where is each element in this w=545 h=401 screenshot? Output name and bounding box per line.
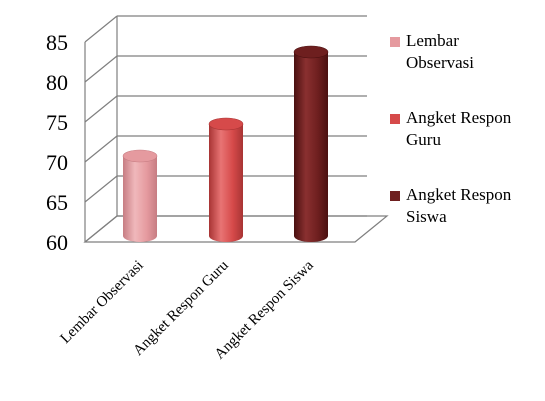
bar-body — [123, 156, 157, 242]
bar-2 — [208, 117, 244, 242]
x-tick-label: Lembar Observasi — [57, 258, 146, 347]
x-tick-label: Angket Respon Siswa — [212, 257, 317, 362]
bar-body — [209, 124, 243, 242]
bar-top — [293, 45, 329, 59]
y-tick-label: 70 — [46, 150, 68, 175]
floor — [83, 215, 389, 243]
side-gridline — [84, 175, 118, 203]
legend-label: Observasi — [406, 53, 474, 72]
bar-top — [208, 117, 244, 131]
legend-swatch — [390, 37, 400, 47]
legend-item-3: Angket Respon Siswa — [390, 185, 512, 226]
legend-label: Siswa — [406, 207, 447, 226]
bar-body — [294, 52, 328, 242]
legend-label: Lembar — [406, 31, 459, 50]
legend-label: Angket Respon — [406, 185, 512, 204]
side-gridline — [84, 95, 118, 123]
bars — [122, 45, 329, 242]
y-tick-label: 85 — [46, 30, 68, 55]
bar-1 — [122, 149, 158, 242]
y-tick-label: 60 — [46, 230, 68, 255]
legend-label: Guru — [406, 130, 441, 149]
y-tick-label: 65 — [46, 190, 68, 215]
legend-item-2: Angket Respon Guru — [390, 108, 512, 149]
side-gridline — [84, 135, 118, 163]
x-tick-label: Angket Respon Guru — [130, 257, 232, 359]
legend-item-1: Lembar Observasi — [390, 31, 474, 72]
legend-swatch — [390, 191, 400, 201]
y-tick-label: 80 — [46, 70, 68, 95]
bar-top — [122, 149, 158, 163]
legend-label: Angket Respon — [406, 108, 512, 127]
side-gridline — [84, 15, 118, 43]
bar-3 — [293, 45, 329, 242]
y-tick-label: 75 — [46, 110, 68, 135]
legend-swatch — [390, 114, 400, 124]
side-gridline — [84, 55, 118, 83]
y-axis-ticks: 60 65 70 75 80 85 — [46, 30, 68, 255]
